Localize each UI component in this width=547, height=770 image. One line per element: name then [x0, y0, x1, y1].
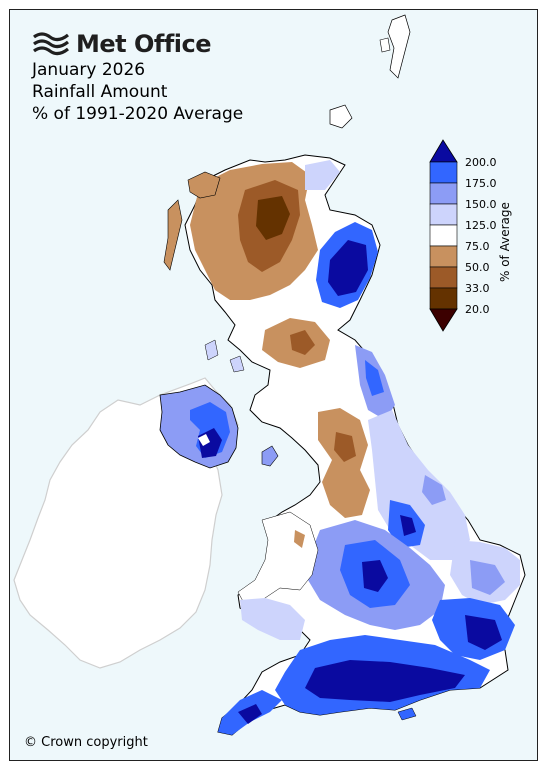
shetland — [387, 14, 411, 79]
legend-tick: 20.0 — [465, 303, 490, 316]
met-office-wave-icon — [33, 32, 69, 56]
legend-tick: 125.0 — [465, 219, 497, 232]
copyright-notice: © Crown copyright — [24, 735, 148, 750]
legend-tick: 33.0 — [465, 282, 490, 295]
pennines-dry — [318, 408, 370, 518]
western-isles — [163, 199, 183, 271]
brand-name: Met Office — [76, 30, 212, 58]
legend-tick: 175.0 — [465, 177, 497, 190]
legend-colorbar — [429, 139, 458, 332]
legend-tick: 200.0 — [465, 156, 497, 169]
legend-tick: 50.0 — [465, 261, 490, 274]
legend-tick: 150.0 — [465, 198, 497, 211]
map-title-baseline: % of 1991-2020 Average — [32, 104, 244, 124]
map-title-variable: Rainfall Amount — [32, 82, 168, 102]
legend-tick: 75.0 — [465, 240, 490, 253]
map-title-month: January 2026 — [32, 60, 146, 80]
scotland-driest — [256, 196, 290, 240]
met-office-logo: Met Office — [32, 28, 212, 60]
isle-of-man — [261, 445, 279, 467]
legend-title: % of Average — [498, 202, 512, 282]
orkney — [329, 104, 353, 129]
